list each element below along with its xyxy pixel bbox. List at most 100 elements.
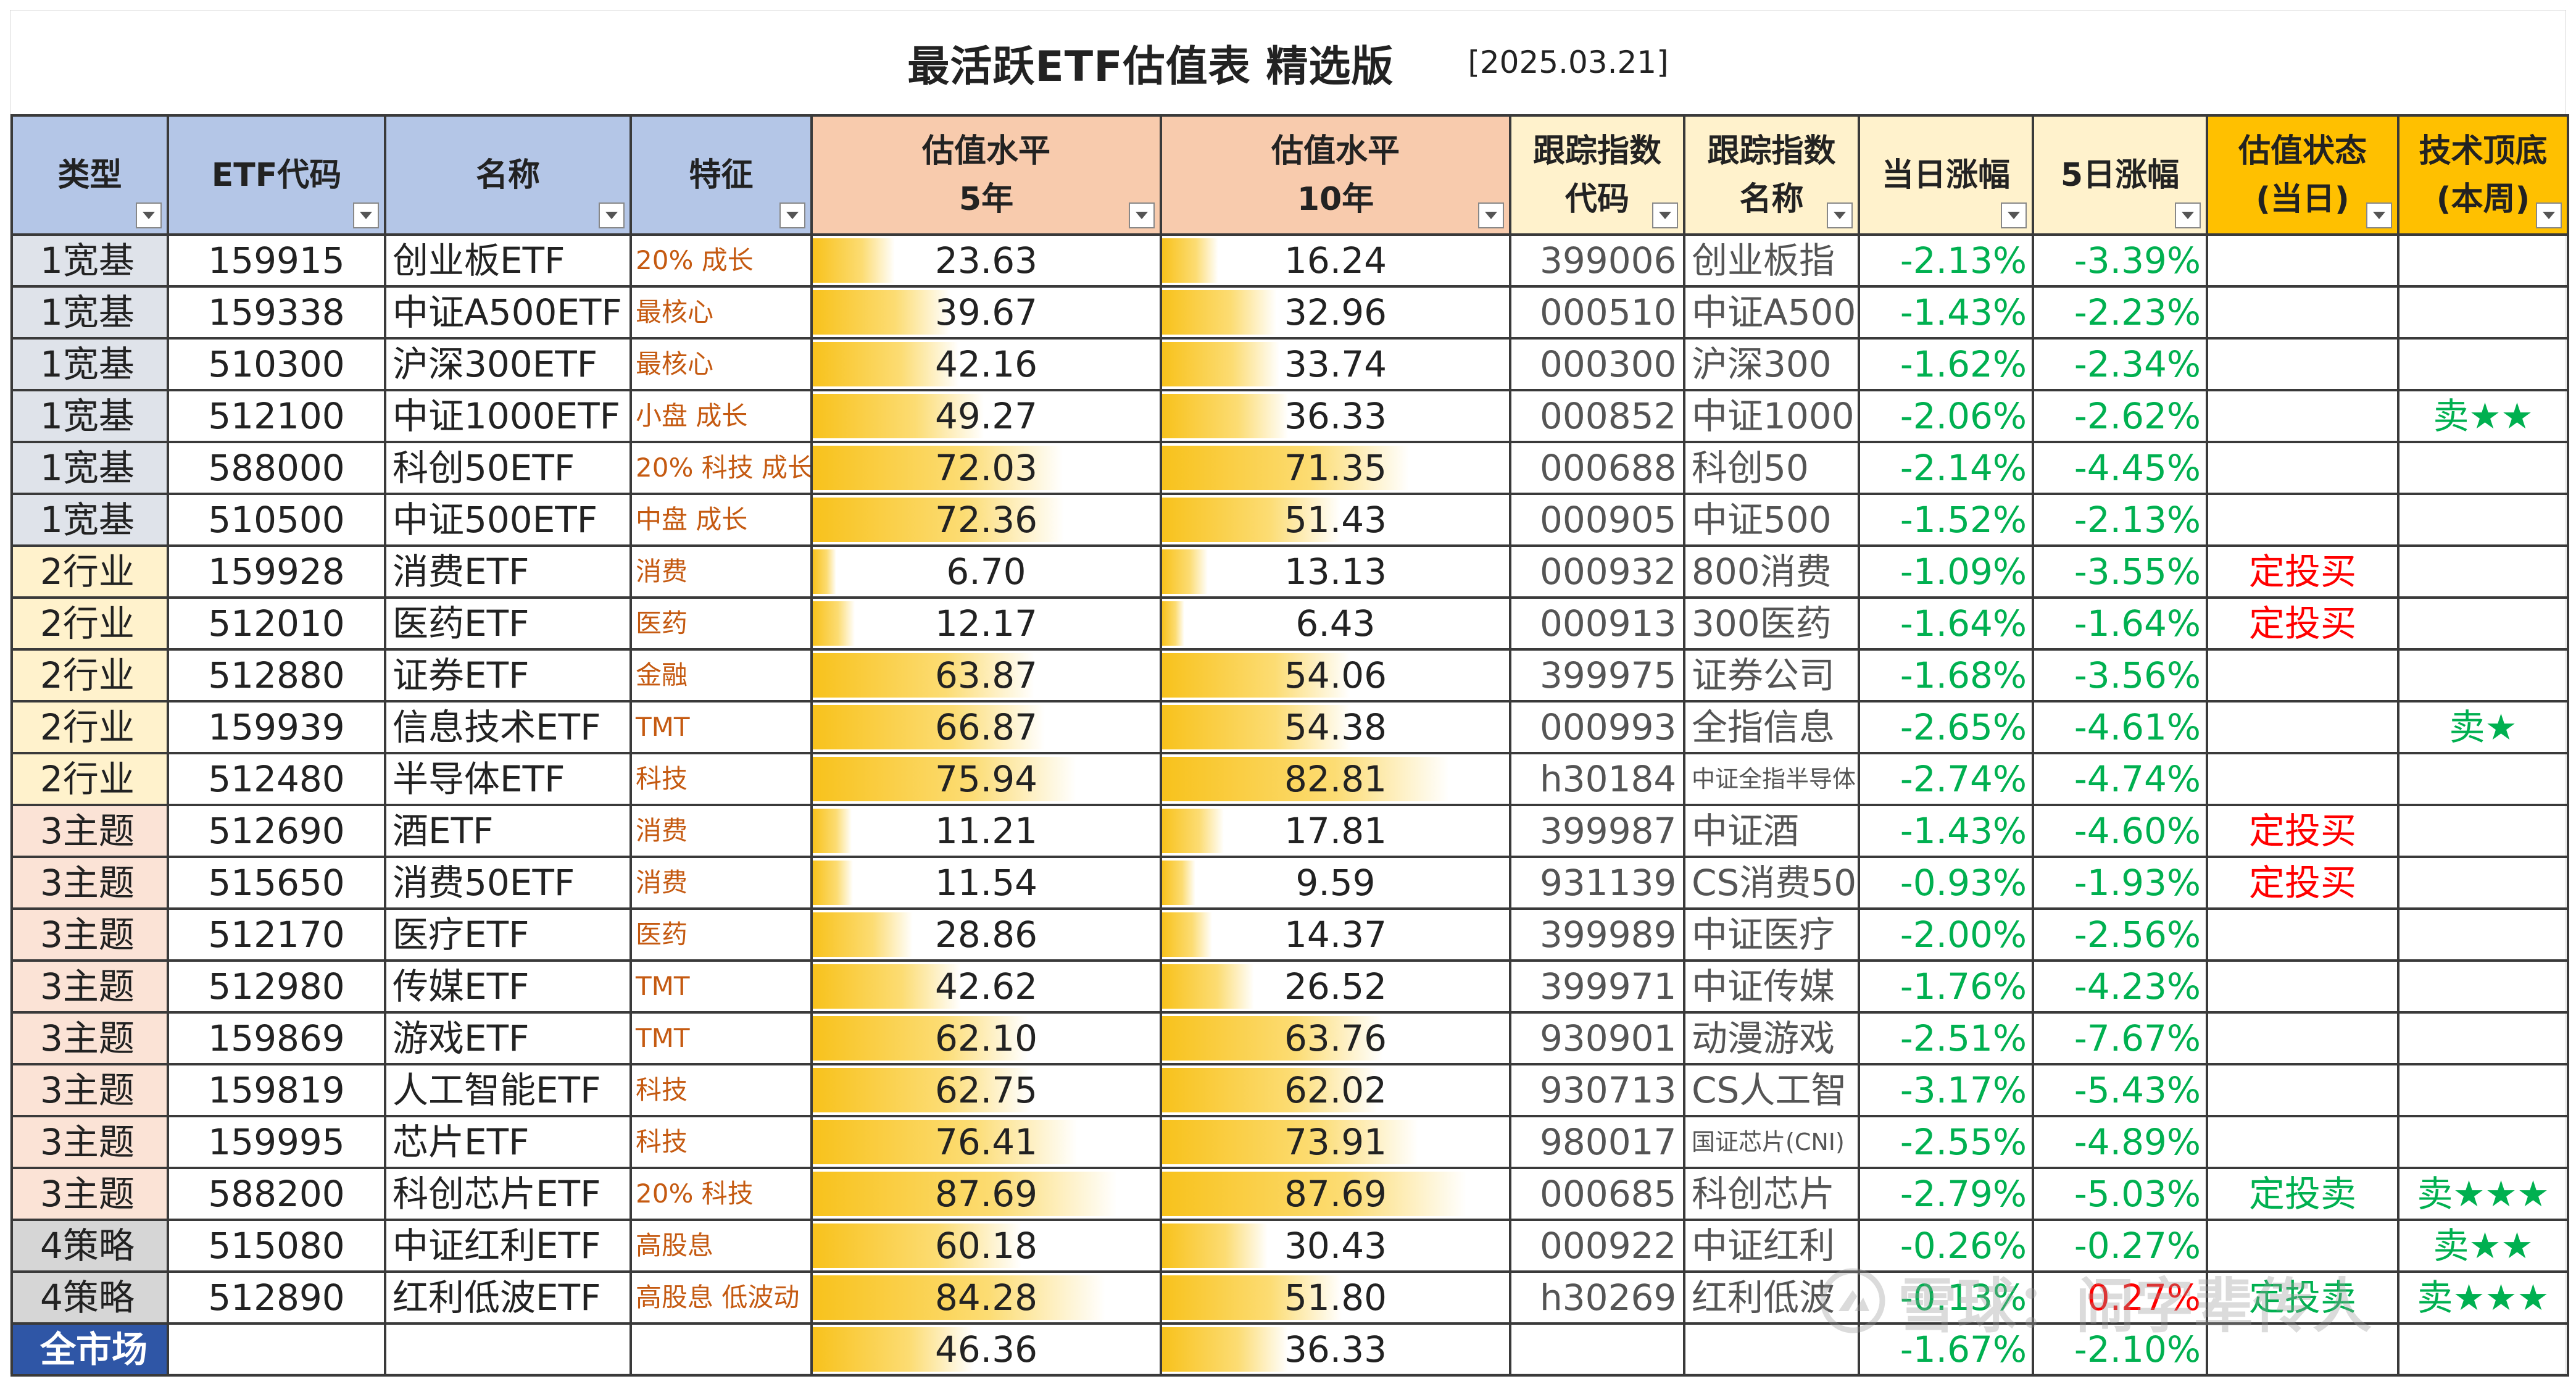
cell-change-5d[interactable]: -0.27%: [2032, 1219, 2208, 1273]
cell-type[interactable]: 1宽基: [10, 389, 169, 443]
cell-etf-name[interactable]: [384, 1322, 632, 1377]
cell-valuation-status[interactable]: [2206, 233, 2399, 288]
cell-change-1d[interactable]: -2.00%: [1858, 907, 2034, 962]
cell-change-1d[interactable]: -2.51%: [1858, 1011, 2034, 1065]
cell-change-1d[interactable]: -0.26%: [1858, 1219, 2034, 1273]
cell-feature[interactable]: 消费: [629, 544, 813, 599]
cell-type[interactable]: 3主题: [10, 1167, 169, 1221]
cell-change-1d[interactable]: -1.76%: [1858, 959, 2034, 1014]
cell-index-name[interactable]: 红利低波: [1683, 1270, 1860, 1325]
cell-feature[interactable]: 最核心: [629, 285, 813, 340]
cell-valuation-status[interactable]: [2206, 441, 2399, 495]
cell-change-1d[interactable]: -1.52%: [1858, 493, 2034, 547]
cell-tech-peak[interactable]: [2397, 804, 2569, 858]
cell-type[interactable]: 3主题: [10, 804, 169, 858]
cell-valuation-status[interactable]: 定投买: [2206, 596, 2399, 651]
cell-val5[interactable]: 60.18: [810, 1219, 1162, 1273]
cell-type[interactable]: 1宽基: [10, 233, 169, 288]
cell-etf-name[interactable]: 消费50ETF: [384, 856, 632, 910]
cell-val5[interactable]: 28.86: [810, 907, 1162, 962]
cell-index-code[interactable]: 930713: [1509, 1063, 1685, 1117]
cell-val10[interactable]: 63.76: [1160, 1011, 1511, 1065]
cell-etf-name[interactable]: 科创50ETF: [384, 441, 632, 495]
cell-val5[interactable]: 62.75: [810, 1063, 1162, 1117]
cell-change-1d[interactable]: -1.67%: [1858, 1322, 2034, 1377]
cell-val10[interactable]: 36.33: [1160, 389, 1511, 443]
cell-etf-name[interactable]: 证券ETF: [384, 648, 632, 702]
cell-etf-code[interactable]: 512880: [167, 648, 386, 702]
filter-dropdown-icon[interactable]: [2366, 202, 2392, 228]
cell-etf-name[interactable]: 中证500ETF: [384, 493, 632, 547]
cell-feature[interactable]: 高股息 低波动: [629, 1270, 813, 1325]
cell-index-code[interactable]: 399987: [1509, 804, 1685, 858]
cell-type[interactable]: 2行业: [10, 700, 169, 754]
cell-etf-code[interactable]: 512480: [167, 752, 386, 806]
filter-dropdown-icon[interactable]: [779, 202, 805, 228]
cell-valuation-status[interactable]: 定投卖: [2206, 1167, 2399, 1221]
cell-tech-peak[interactable]: [2397, 1011, 2569, 1065]
cell-index-name[interactable]: CS人工智: [1683, 1063, 1860, 1117]
cell-valuation-status[interactable]: [2206, 648, 2399, 702]
cell-valuation-status[interactable]: 定投买: [2206, 804, 2399, 858]
cell-etf-code[interactable]: 512890: [167, 1270, 386, 1325]
cell-change-5d[interactable]: -3.56%: [2032, 648, 2208, 702]
cell-change-5d[interactable]: -4.45%: [2032, 441, 2208, 495]
cell-type[interactable]: 2行业: [10, 752, 169, 806]
cell-index-code[interactable]: h30184: [1509, 752, 1685, 806]
cell-val10[interactable]: 14.37: [1160, 907, 1511, 962]
cell-tech-peak[interactable]: [2397, 648, 2569, 702]
cell-index-name[interactable]: 800消费: [1683, 544, 1860, 599]
cell-tech-peak[interactable]: [2397, 441, 2569, 495]
cell-change-5d[interactable]: -2.62%: [2032, 389, 2208, 443]
cell-etf-code[interactable]: 512980: [167, 959, 386, 1014]
cell-index-code[interactable]: 000993: [1509, 700, 1685, 754]
cell-tech-peak[interactable]: [2397, 493, 2569, 547]
filter-dropdown-icon[interactable]: [1652, 202, 1678, 228]
cell-index-code[interactable]: 980017: [1509, 1115, 1685, 1169]
cell-change-5d[interactable]: -3.55%: [2032, 544, 2208, 599]
filter-dropdown-icon[interactable]: [1129, 202, 1155, 228]
cell-val10[interactable]: 6.43: [1160, 596, 1511, 651]
cell-val10[interactable]: 51.43: [1160, 493, 1511, 547]
cell-feature[interactable]: TMT: [629, 1011, 813, 1065]
filter-dropdown-icon[interactable]: [1827, 202, 1853, 228]
cell-val10[interactable]: 71.35: [1160, 441, 1511, 495]
cell-val5[interactable]: 12.17: [810, 596, 1162, 651]
cell-change-1d[interactable]: -1.64%: [1858, 596, 2034, 651]
cell-index-code[interactable]: 000852: [1509, 389, 1685, 443]
cell-val10[interactable]: 36.33: [1160, 1322, 1511, 1377]
cell-etf-code[interactable]: 159819: [167, 1063, 386, 1117]
cell-change-5d[interactable]: 0.27%: [2032, 1270, 2208, 1325]
cell-index-code[interactable]: 000685: [1509, 1167, 1685, 1221]
cell-etf-code[interactable]: 159338: [167, 285, 386, 340]
cell-val10[interactable]: 54.06: [1160, 648, 1511, 702]
cell-val5[interactable]: 23.63: [810, 233, 1162, 288]
cell-valuation-status[interactable]: [2206, 1011, 2399, 1065]
cell-val10[interactable]: 30.43: [1160, 1219, 1511, 1273]
cell-valuation-status[interactable]: [2206, 700, 2399, 754]
cell-val10[interactable]: 13.13: [1160, 544, 1511, 599]
cell-index-name[interactable]: CS消费50: [1683, 856, 1860, 910]
cell-index-name[interactable]: 沪深300: [1683, 337, 1860, 391]
cell-index-code[interactable]: 000913: [1509, 596, 1685, 651]
cell-change-1d[interactable]: -1.68%: [1858, 648, 2034, 702]
cell-etf-code[interactable]: 159928: [167, 544, 386, 599]
cell-etf-code[interactable]: 588000: [167, 441, 386, 495]
cell-index-name[interactable]: 中证全指半导体: [1683, 752, 1860, 806]
cell-change-5d[interactable]: -4.74%: [2032, 752, 2208, 806]
cell-valuation-status[interactable]: 定投卖: [2206, 1270, 2399, 1325]
cell-index-code[interactable]: 000300: [1509, 337, 1685, 391]
cell-valuation-status[interactable]: [2206, 1115, 2399, 1169]
cell-etf-name[interactable]: 半导体ETF: [384, 752, 632, 806]
cell-index-name[interactable]: 中证传媒: [1683, 959, 1860, 1014]
cell-index-name[interactable]: 中证红利: [1683, 1219, 1860, 1273]
cell-valuation-status[interactable]: [2206, 493, 2399, 547]
cell-index-name[interactable]: 中证医疗: [1683, 907, 1860, 962]
cell-feature[interactable]: 金融: [629, 648, 813, 702]
cell-etf-code[interactable]: 159995: [167, 1115, 386, 1169]
cell-val10[interactable]: 26.52: [1160, 959, 1511, 1014]
cell-change-1d[interactable]: -1.43%: [1858, 804, 2034, 858]
cell-type[interactable]: 3主题: [10, 856, 169, 910]
cell-val10[interactable]: 33.74: [1160, 337, 1511, 391]
cell-etf-code[interactable]: 510500: [167, 493, 386, 547]
